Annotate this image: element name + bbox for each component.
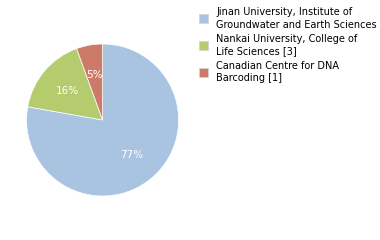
Wedge shape bbox=[77, 44, 103, 120]
Text: 5%: 5% bbox=[86, 70, 103, 80]
Text: 16%: 16% bbox=[56, 86, 79, 96]
Wedge shape bbox=[28, 48, 103, 120]
Text: 77%: 77% bbox=[120, 150, 144, 160]
Legend: Jinan University, Institute of
Groundwater and Earth Sciences [14], Nankai Unive: Jinan University, Institute of Groundwat… bbox=[199, 7, 380, 83]
Wedge shape bbox=[27, 44, 179, 196]
